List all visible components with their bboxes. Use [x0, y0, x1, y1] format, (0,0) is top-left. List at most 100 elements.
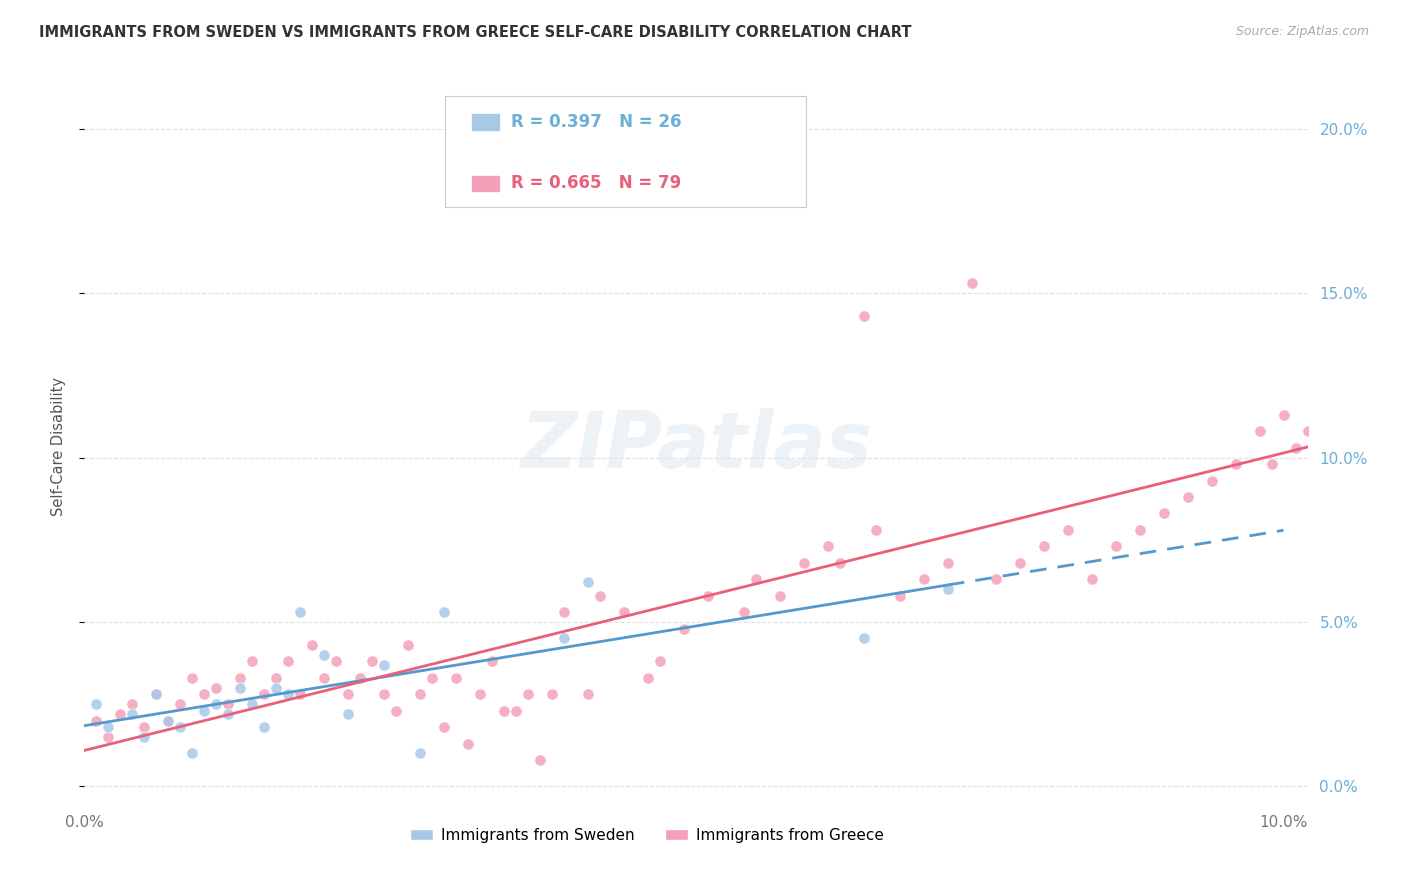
Point [433, 605, 456, 619]
Y-axis label: Self-Care Disability: Self-Care Disability [51, 376, 66, 516]
Point [444, 671, 467, 685]
Point [420, 671, 443, 685]
Point [290, 687, 312, 701]
Text: Source: ZipAtlas.com: Source: ZipAtlas.com [1236, 25, 1369, 38]
Point [1284, 441, 1306, 455]
Point [1320, 375, 1343, 389]
Point [852, 309, 875, 323]
Point [253, 687, 276, 701]
Point [529, 753, 551, 767]
Point [1032, 539, 1054, 553]
Point [589, 589, 612, 603]
Point [889, 589, 911, 603]
Point [181, 747, 204, 761]
Point [361, 654, 384, 668]
Point [110, 706, 132, 721]
Point [325, 654, 347, 668]
Point [1225, 457, 1247, 471]
Text: R = 0.397   N = 26: R = 0.397 N = 26 [512, 113, 682, 131]
Point [193, 704, 215, 718]
Point [205, 681, 228, 695]
Point [181, 671, 204, 685]
Point [337, 687, 360, 701]
Point [1296, 424, 1319, 438]
Point [97, 730, 120, 744]
Point [828, 556, 851, 570]
Point [314, 671, 336, 685]
Point [576, 687, 599, 701]
Point [672, 622, 695, 636]
Point [697, 589, 720, 603]
Point [505, 704, 527, 718]
Point [517, 687, 540, 701]
Point [396, 638, 419, 652]
Point [745, 572, 768, 586]
Point [301, 638, 323, 652]
Point [277, 687, 299, 701]
Point [121, 697, 143, 711]
Point [264, 671, 287, 685]
Point [217, 697, 239, 711]
Point [205, 697, 228, 711]
FancyBboxPatch shape [446, 96, 806, 207]
Point [229, 681, 252, 695]
Point [409, 747, 432, 761]
Point [1008, 556, 1031, 570]
Point [494, 704, 516, 718]
Point [433, 720, 456, 734]
Point [134, 720, 156, 734]
Point [793, 556, 815, 570]
Point [145, 687, 167, 701]
Point [169, 720, 191, 734]
Text: R = 0.665   N = 79: R = 0.665 N = 79 [512, 175, 682, 193]
Point [134, 730, 156, 744]
Point [229, 671, 252, 685]
Point [86, 697, 108, 711]
Bar [472, 114, 499, 130]
Point [1249, 424, 1271, 438]
Point [576, 575, 599, 590]
Point [481, 654, 503, 668]
Point [240, 697, 263, 711]
Point [613, 605, 636, 619]
Point [1333, 359, 1355, 373]
Point [637, 671, 659, 685]
Point [936, 556, 959, 570]
Text: IMMIGRANTS FROM SWEDEN VS IMMIGRANTS FROM GREECE SELF-CARE DISABILITY CORRELATIO: IMMIGRANTS FROM SWEDEN VS IMMIGRANTS FRO… [39, 25, 912, 40]
Point [1177, 490, 1199, 504]
Point [169, 697, 191, 711]
Point [314, 648, 336, 662]
Point [157, 714, 180, 728]
Point [457, 737, 479, 751]
Point [1309, 392, 1331, 406]
Point [1129, 523, 1152, 537]
Point [337, 706, 360, 721]
Point [217, 706, 239, 721]
Point [553, 605, 575, 619]
Point [648, 654, 671, 668]
Point [1272, 408, 1295, 422]
Point [865, 523, 887, 537]
Point [373, 687, 395, 701]
Text: ZIPatlas: ZIPatlas [520, 408, 872, 484]
Point [1260, 457, 1282, 471]
Point [145, 687, 167, 701]
Point [1344, 398, 1367, 412]
Point [936, 582, 959, 596]
Point [553, 632, 575, 646]
Point [1056, 523, 1078, 537]
Point [253, 720, 276, 734]
Point [290, 605, 312, 619]
Point [193, 687, 215, 701]
Point [960, 277, 983, 291]
Point [468, 687, 491, 701]
Point [373, 657, 395, 672]
Point [97, 720, 120, 734]
Point [86, 714, 108, 728]
Legend: Immigrants from Sweden, Immigrants from Greece: Immigrants from Sweden, Immigrants from … [405, 822, 890, 848]
Point [349, 671, 371, 685]
Point [1105, 539, 1128, 553]
Point [385, 704, 408, 718]
Point [769, 589, 792, 603]
Bar [472, 176, 499, 191]
